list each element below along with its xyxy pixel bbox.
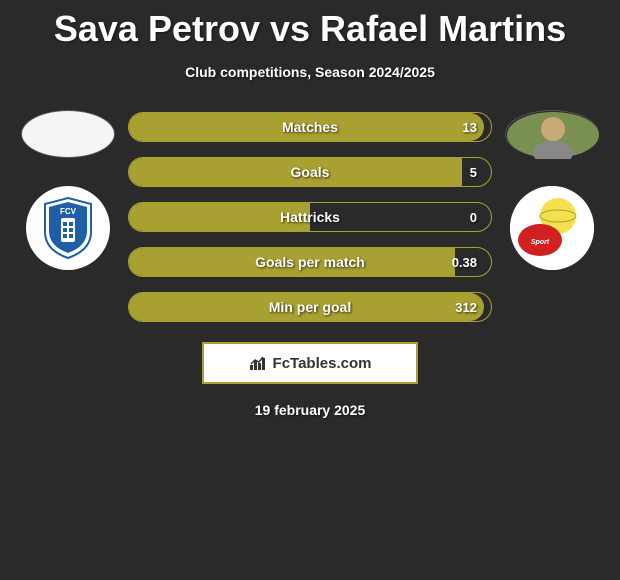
stat-value: 13 [463,120,477,135]
stat-bar: Hattricks 0 [128,202,492,232]
brand-badge: FcTables.com [202,342,418,384]
page-title: Sava Petrov vs Rafael Martins [0,0,620,50]
stat-value: 0.38 [452,255,477,270]
stat-value: 312 [455,300,477,315]
date-text: 19 february 2025 [0,402,620,418]
stat-label: Goals [291,164,330,180]
subtitle: Club competitions, Season 2024/2025 [0,64,620,80]
svg-text:FCV: FCV [60,207,77,216]
player-right-club-logo: Sport [510,186,594,270]
stat-label: Goals per match [255,254,365,270]
brand-text: FcTables.com [273,355,372,372]
stat-bar: Matches 13 [128,112,492,142]
right-column: Sport [492,110,612,322]
svg-text:Sport: Sport [531,239,550,246]
player-right-photo [505,110,599,158]
stat-label: Hattricks [280,209,340,225]
stat-bar: Goals per match 0.38 [128,247,492,277]
left-column: FCV [8,110,128,322]
chart-icon [249,355,267,371]
stat-label: Min per goal [269,299,351,315]
content-row: FCV Matches 13 Goals 5 Hattricks 0 Goals per m… [0,110,620,322]
player-left-photo [21,110,115,158]
stat-bar: Min per goal 312 [128,292,492,322]
stat-value: 0 [470,210,477,225]
stats-column: Matches 13 Goals 5 Hattricks 0 Goals per match… [128,112,492,322]
player-left-club-logo: FCV [26,186,110,270]
stat-value: 5 [470,165,477,180]
stat-label: Matches [282,119,338,135]
stat-bar: Goals 5 [128,157,492,187]
